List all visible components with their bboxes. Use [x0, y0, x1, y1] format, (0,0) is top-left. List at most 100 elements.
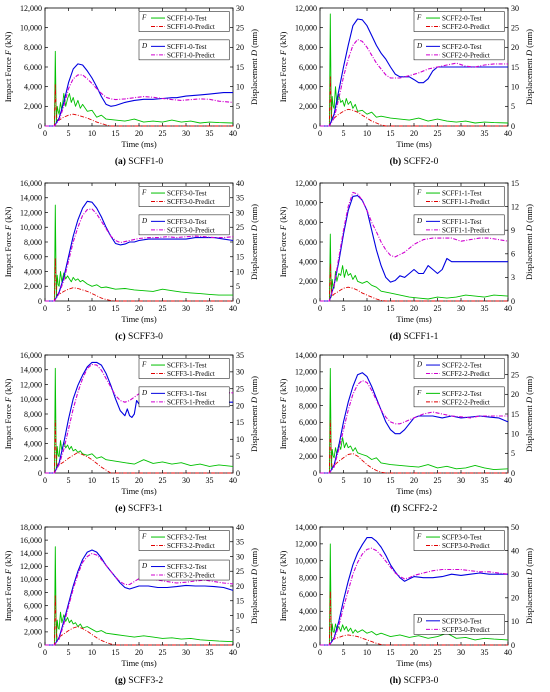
y-left-tick-label: 10,000 — [20, 23, 42, 32]
series-line-disp-test — [320, 537, 508, 646]
x-tick-label: 5 — [67, 129, 71, 138]
legend-label: SCFP3-0-Test — [442, 617, 482, 625]
y-left-tick-label: 0 — [313, 122, 317, 131]
legend-label: SCFF1-1-Test — [442, 218, 482, 226]
y-left-tick-label: 8,000 — [24, 410, 42, 419]
x-tick-label: 20 — [135, 304, 143, 313]
legend-label: SCFF1-1-Predict — [442, 198, 490, 206]
x-tick-label: 35 — [206, 648, 214, 657]
y-left-axis-label: Impact Force F (kN) — [3, 551, 13, 622]
y-right-tick-label: 0 — [511, 469, 515, 478]
x-tick-label: 0 — [318, 304, 322, 313]
x-tick-label: 0 — [318, 476, 322, 485]
series-line-force-test — [45, 50, 234, 127]
y-left-tick-label: 16,000 — [20, 536, 42, 545]
legend-letter-force: F — [141, 361, 147, 369]
y-right-axis-label: Displacement D (mm) — [524, 376, 534, 452]
y-right-tick-label: 15 — [236, 418, 244, 427]
legend-label: SCFF2-2-Test — [442, 362, 482, 370]
y-left-tick-label: 4,000 — [24, 267, 42, 276]
y-right-tick-label: 20 — [236, 401, 244, 410]
y-left-tick-label: 8,000 — [299, 218, 317, 227]
y-left-tick-label: 10,000 — [20, 575, 42, 584]
y-left-tick-label: 6,000 — [299, 418, 317, 427]
y-left-tick-label: 12,000 — [295, 4, 317, 13]
x-axis-label: Time (ms) — [396, 314, 432, 324]
y-right-tick-label: 10 — [511, 617, 519, 626]
y-left-tick-label: 0 — [38, 297, 42, 306]
panel-caption: (f) SCFF2-2 — [391, 503, 438, 514]
y-right-tick-label: 20 — [236, 582, 244, 591]
y-right-tick-label: 25 — [236, 385, 244, 394]
y-right-tick-label: 30 — [236, 368, 244, 377]
legend-label: SCFP3-0-Predict — [442, 542, 490, 550]
y-left-tick-label: 2,000 — [24, 102, 42, 111]
legend-label: SCFF3-0-Test — [167, 218, 207, 226]
x-tick-label: 15 — [112, 129, 120, 138]
y-left-tick-label: 10,000 — [295, 385, 317, 394]
series-line-force-predict — [45, 257, 233, 302]
y-right-tick-label: 10 — [236, 82, 244, 91]
x-tick-label: 10 — [88, 304, 96, 313]
y-left-tick-label: 0 — [38, 469, 42, 478]
x-tick-label: 0 — [43, 476, 47, 485]
y-right-tick-label: 30 — [511, 4, 519, 13]
series-line-force-test — [45, 204, 233, 302]
series-line-disp-test — [45, 549, 234, 646]
x-tick-label: 30 — [182, 129, 190, 138]
y-left-tick-label: 6,000 — [299, 63, 317, 72]
x-tick-label: 5 — [342, 476, 346, 485]
y-right-tick-label: 12 — [511, 202, 519, 211]
x-tick-label: 25 — [434, 304, 442, 313]
x-tick-label: 15 — [387, 648, 395, 657]
x-axis-label: Time (ms) — [396, 658, 432, 668]
x-tick-label: 35 — [481, 129, 489, 138]
y-right-tick-label: 6 — [511, 250, 515, 259]
y-left-tick-label: 10,000 — [295, 557, 317, 566]
y-right-tick-label: 15 — [511, 63, 519, 72]
x-tick-label: 30 — [182, 648, 190, 657]
series-line-force-predict — [320, 263, 508, 302]
y-left-tick-label: 4,000 — [299, 435, 317, 444]
legend-label: SCFF3-1-Predict — [167, 398, 215, 406]
x-tick-label: 30 — [182, 304, 190, 313]
panel-caption: (g) SCFF3-2 — [115, 675, 164, 686]
y-right-tick-label: 15 — [236, 63, 244, 72]
y-right-tick-label: 40 — [236, 523, 244, 532]
series-line-disp-predict — [320, 547, 509, 646]
x-tick-label: 25 — [434, 129, 442, 138]
y-left-tick-label: 12,000 — [20, 380, 42, 389]
y-left-tick-label: 2,000 — [24, 454, 42, 463]
legend-label: SCFF1-0-Test — [167, 43, 207, 51]
y-right-tick-label: 0 — [236, 297, 240, 306]
x-tick-label: 35 — [206, 129, 214, 138]
y-left-tick-label: 4,000 — [24, 439, 42, 448]
y-left-tick-label: 12,000 — [20, 4, 42, 13]
x-tick-label: 10 — [88, 129, 96, 138]
y-right-tick-label: 0 — [236, 122, 240, 131]
y-left-tick-label: 8,000 — [24, 588, 42, 597]
y-right-tick-label: 0 — [236, 469, 240, 478]
series-line-force-test — [320, 13, 509, 127]
y-right-tick-label: 35 — [236, 194, 244, 203]
y-right-axis-label: Displacement D (mm) — [524, 204, 534, 280]
x-tick-label: 20 — [135, 648, 143, 657]
y-left-axis-label: Impact Force F (kN) — [3, 379, 13, 450]
y-right-tick-label: 35 — [236, 538, 244, 547]
y-left-tick-label: 2,000 — [299, 624, 317, 633]
y-left-axis-label: Impact Force F (kN) — [278, 379, 288, 450]
y-right-axis-label: Displacement D (mm) — [249, 548, 259, 624]
x-tick-label: 35 — [206, 476, 214, 485]
y-left-tick-label: 10,000 — [295, 198, 317, 207]
y-right-tick-label: 25 — [236, 23, 244, 32]
y-left-tick-label: 0 — [38, 641, 42, 650]
x-tick-label: 15 — [387, 129, 395, 138]
x-tick-label: 25 — [434, 648, 442, 657]
y-right-tick-label: 5 — [511, 449, 515, 458]
legend-label: SCFF3-1-Predict — [167, 370, 215, 378]
y-left-axis-label: Impact Force F (kN) — [3, 32, 13, 103]
legend-label: SCFF3-0-Predict — [167, 198, 215, 206]
series-line-disp-test — [320, 372, 509, 474]
legend-label: SCFF1-0-Predict — [167, 23, 215, 31]
